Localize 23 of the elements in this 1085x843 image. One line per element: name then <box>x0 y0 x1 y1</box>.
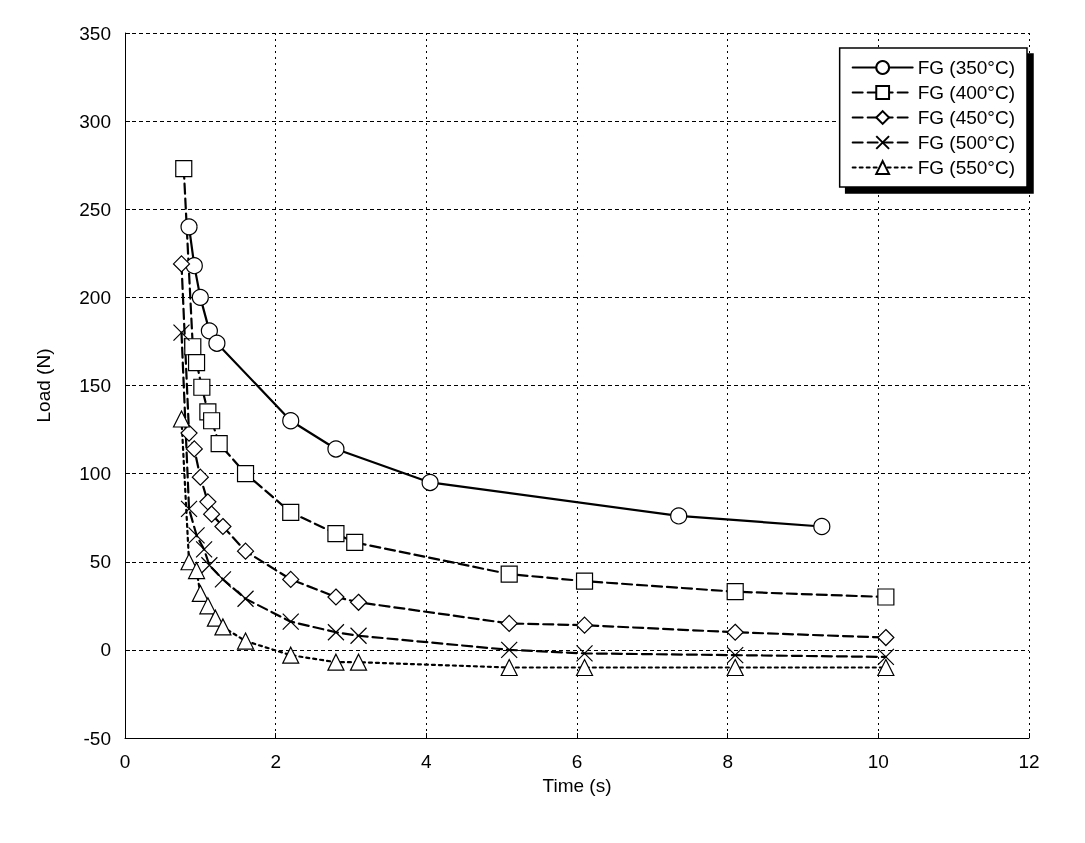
y-tick-label: 200 <box>79 286 111 308</box>
y-tick-label: 250 <box>79 198 111 220</box>
y-tick-label: 350 <box>79 22 111 44</box>
y-tick-label: 100 <box>79 463 111 485</box>
legend-label: FG (450°C) <box>917 107 1016 128</box>
y-tick-label: -50 <box>83 727 111 749</box>
y-tick-label: 50 <box>89 551 111 573</box>
x-tick-label: 12 <box>1018 751 1040 772</box>
x-tick-label: 4 <box>421 751 433 772</box>
legend-label: FG (500°C) <box>917 132 1016 153</box>
x-tick-label: 8 <box>722 751 733 772</box>
x-tick-label: 6 <box>571 751 583 772</box>
legend-label: FG (550°C) <box>917 157 1016 178</box>
x-tick-label: 10 <box>867 751 889 772</box>
y-tick-label: 0 <box>100 639 111 661</box>
y-tick-label: 300 <box>79 110 111 132</box>
legend-label: FG (350°C) <box>917 57 1016 78</box>
y-tick-label: 150 <box>79 375 111 396</box>
x-tick-label: 2 <box>270 751 281 772</box>
y-axis-title: Load (N) <box>33 348 54 423</box>
x-axis-title: Time (s) <box>542 775 612 796</box>
legend-label: FG (400°C) <box>917 82 1016 103</box>
x-tick-label: 0 <box>119 751 131 772</box>
